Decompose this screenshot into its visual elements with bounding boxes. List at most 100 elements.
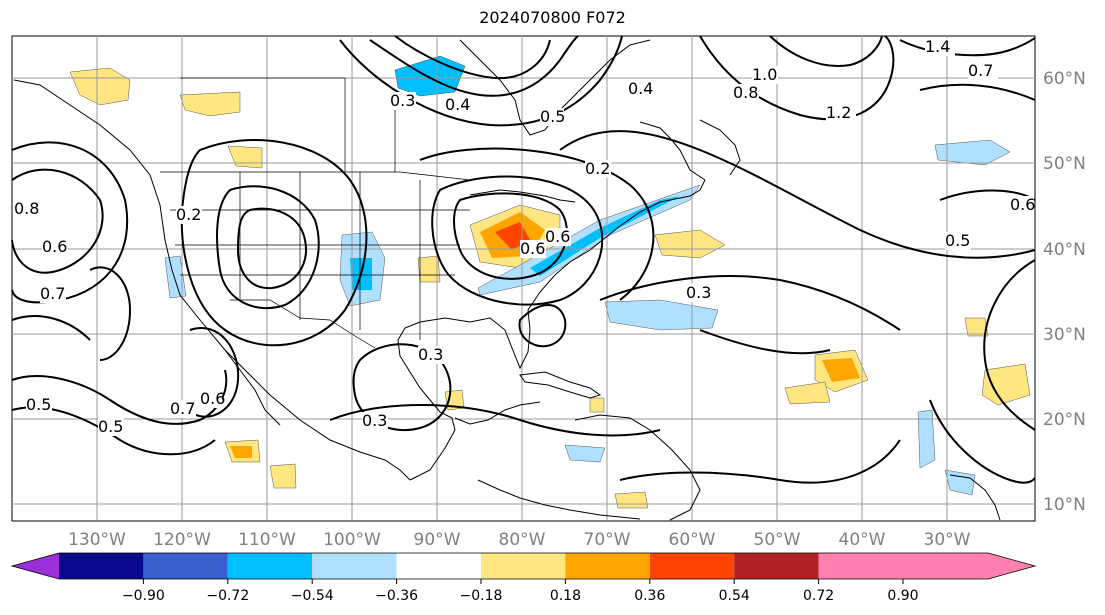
- coastline-south-america: [574, 414, 701, 521]
- shade-negative: [164, 255, 187, 299]
- contour-label-bg: [26, 396, 52, 414]
- border-us-mexico: [230, 299, 376, 349]
- contour-label-bg: [445, 96, 471, 114]
- contour-label-bg: [14, 200, 38, 218]
- colorbar-segment: [565, 553, 650, 579]
- shade-negative: [944, 469, 976, 496]
- colorbar-label: 0.90: [887, 588, 918, 604]
- contour-label-bg: [925, 38, 955, 56]
- contour-line: [11, 315, 91, 341]
- contour-label: 0.4: [628, 79, 653, 98]
- colorbar-segment: [649, 553, 735, 579]
- coastline-atlantic: [397, 121, 706, 481]
- colorbar: −0.90 −0.72 −0.54 −0.36 −0.18 0.18 0.36 …: [10, 552, 1037, 604]
- contour-label-bg: [520, 240, 546, 258]
- contour-label: 0.5: [945, 231, 970, 250]
- contour-label: 0.6: [42, 237, 67, 256]
- colorbar-segment: [396, 553, 481, 579]
- coastline-pacific: [13, 79, 411, 481]
- contour-label: 0.2: [585, 159, 610, 178]
- contour-line: [929, 399, 1036, 484]
- shade-positive: [269, 463, 297, 489]
- contour-label-bg: [176, 206, 202, 224]
- map-panel: 0.3 0.4 0.5 0.6 0.7 0.8 1.0 1.2 1.4 0.2 …: [11, 35, 1036, 522]
- colorbar-outline: [10, 552, 1037, 580]
- contour-line: [983, 259, 1036, 431]
- contour-line: [11, 141, 129, 304]
- contour-line: [189, 327, 240, 418]
- coastline-central-south: [477, 479, 641, 520]
- colorbar-segment: [481, 553, 566, 579]
- colorbar-segment: [143, 553, 228, 579]
- shade-positive: [784, 381, 831, 405]
- contour-label-bg: [98, 418, 124, 436]
- shade-positive: [822, 358, 860, 382]
- colorbar-segment: [312, 553, 397, 579]
- contour-label-bg: [733, 84, 759, 102]
- contour-label: 0.3: [418, 345, 443, 364]
- lon-label: 110°W: [238, 530, 296, 550]
- lat-label: 50°N: [1043, 154, 1086, 174]
- lon-label: 30°W: [924, 530, 971, 550]
- contour-line: [352, 343, 452, 432]
- colorbar-label: −0.54: [291, 588, 334, 604]
- contour-label-bg: [42, 238, 68, 256]
- lon-label: 70°W: [584, 530, 631, 550]
- shade-negative: [604, 299, 719, 331]
- contour-label-bg: [200, 390, 222, 408]
- contour-line: [431, 175, 604, 306]
- contour-label: 0.4: [445, 95, 470, 114]
- contour-line: [559, 130, 1036, 259]
- contour-label: 0.8: [14, 199, 39, 218]
- colorbar-segment: [818, 553, 903, 579]
- contour-label-bg: [1010, 196, 1034, 214]
- contour-label: 0.3: [390, 91, 415, 110]
- shade-positive: [981, 363, 1031, 406]
- contour-label-bg: [585, 160, 611, 178]
- contour-label: 0.6: [1010, 195, 1035, 214]
- great-lakes: [469, 189, 576, 203]
- shade-negative: [917, 409, 936, 469]
- shade-positive: [589, 397, 605, 413]
- borders: [160, 77, 471, 349]
- contour-label: 0.7: [968, 61, 993, 80]
- contour-label: 1.2: [826, 103, 851, 122]
- lon-label: 120°W: [153, 530, 211, 550]
- island-cuba: [519, 371, 602, 399]
- lon-label: 100°W: [323, 530, 381, 550]
- contour-line: [419, 147, 655, 301]
- contour-labels: 0.3 0.4 0.5 0.6 0.7 0.8 1.0 1.2 1.4 0.2 …: [14, 37, 1035, 436]
- contour-line: [339, 35, 623, 127]
- contour-label: 0.5: [26, 395, 51, 414]
- contour-label-bg: [686, 284, 712, 302]
- colorbar-label: 0.54: [719, 588, 750, 604]
- contour-line: [89, 266, 132, 361]
- colorbar-segment: [59, 553, 144, 579]
- lat-label: 30°N: [1043, 325, 1086, 345]
- shade-positive: [179, 91, 241, 117]
- contour-label: 1.0: [752, 65, 777, 84]
- colorbar-label: −0.36: [375, 588, 418, 604]
- contour-label-bg: [418, 346, 444, 364]
- colorbar-label: −0.18: [460, 588, 503, 604]
- lon-label: 130°W: [68, 530, 126, 550]
- coastline-baja: [224, 349, 281, 426]
- colorbar-segment: [227, 553, 313, 579]
- contour-label-bg: [945, 232, 971, 250]
- lon-label: 60°W: [669, 530, 716, 550]
- contour-label: 0.7: [170, 399, 195, 418]
- colorbar-ticks: [142, 579, 904, 584]
- shade-positive: [614, 491, 649, 509]
- coastline-hudson: [459, 39, 651, 136]
- contour-label-bg: [545, 228, 571, 246]
- lat-labels: 60°N 50°N 40°N 30°N 20°N 10°N: [1043, 69, 1086, 515]
- colorbar-label: 0.72: [803, 588, 834, 604]
- shade-positive: [230, 446, 252, 458]
- contour-label-bg: [40, 285, 66, 303]
- contour-label: 0.3: [362, 411, 387, 430]
- coastlines: [13, 39, 1001, 521]
- contour-label: 0.6: [545, 227, 570, 246]
- colorbar-max-arrow: [903, 553, 1035, 579]
- contour-line: [769, 35, 883, 67]
- contour-label: 0.8: [733, 83, 758, 102]
